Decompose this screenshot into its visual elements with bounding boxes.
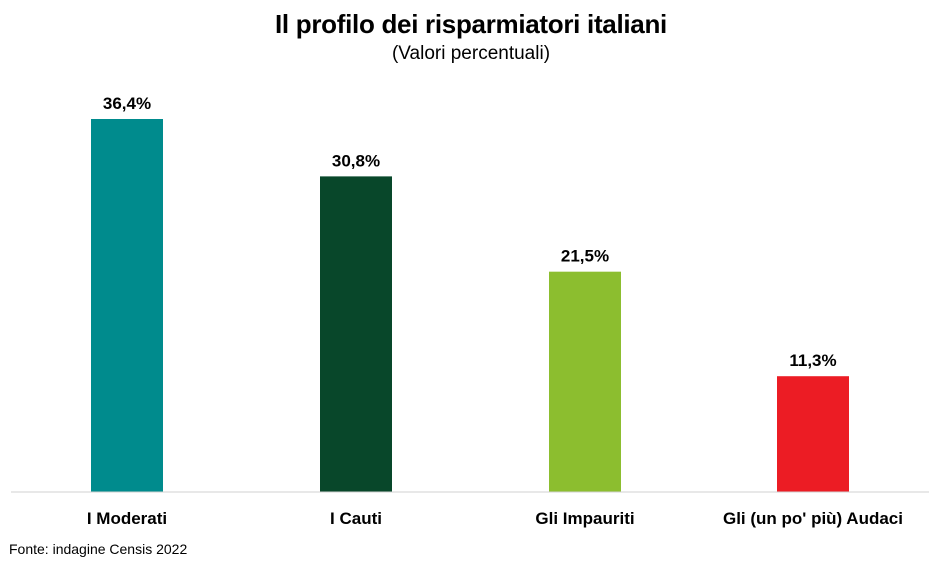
category-label-2: I Cauti — [330, 509, 382, 528]
category-label-3: Gli Impauriti — [535, 509, 634, 528]
bar-2 — [320, 176, 392, 492]
source-note: Fonte: indagine Censis 2022 — [9, 541, 188, 557]
chart-title: Il profilo dei risparmiatori italiani — [275, 9, 667, 39]
data-label-1: 36,4% — [103, 94, 151, 113]
data-label-3: 21,5% — [561, 247, 609, 266]
category-label-1: I Moderati — [87, 509, 167, 528]
chart-subtitle: (Valori percentuali) — [391, 43, 551, 64]
bar-3 — [549, 271, 621, 492]
bar-1 — [91, 119, 163, 492]
bar-4 — [777, 376, 849, 492]
data-label-4: 11,3% — [789, 351, 836, 370]
data-label-2: 30,8% — [332, 151, 380, 170]
category-label-4: Gli (un po' più) Audaci — [723, 509, 903, 528]
